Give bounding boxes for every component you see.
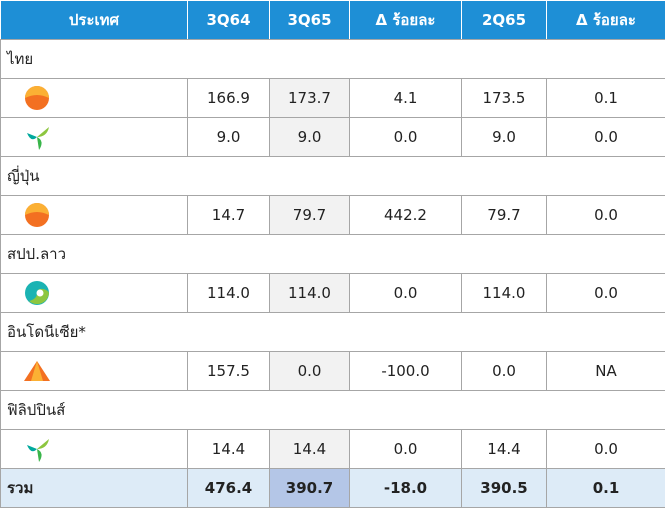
country: อินโดนีเซีย* <box>0 312 665 352</box>
data-row: 14.4 14.4 0.0 14.4 0.0 <box>0 429 665 469</box>
icon-cell <box>0 273 188 313</box>
icon <box>25 86 49 110</box>
icon <box>27 127 49 150</box>
cell: 0.0 <box>546 429 665 469</box>
total-row: รวม 476.4 390.7 -18.0 390.5 0.1 <box>0 468 665 508</box>
data-table: ประเทศ 3Q64 3Q65 Δ ร้อยละ 2Q65 Δ ร้อยละ … <box>0 0 665 508</box>
cell: 14.4 <box>461 429 547 469</box>
icon <box>25 203 49 227</box>
header-cell: 3Q64 <box>187 0 270 40</box>
cell: 0.0 <box>546 195 665 235</box>
cell: 114.0 <box>461 273 547 313</box>
icon-cell <box>0 351 188 391</box>
cell: NA <box>546 351 665 391</box>
header-cell: ประเทศ <box>0 0 188 40</box>
cell: 0.0 <box>349 429 462 469</box>
data-row: 114.0 114.0 0.0 114.0 0.0 <box>0 273 665 313</box>
cell: 390.7 <box>269 468 350 508</box>
icon <box>25 281 49 305</box>
cell: 442.2 <box>349 195 462 235</box>
country: ไทย <box>0 39 665 79</box>
cell: 0.0 <box>349 273 462 313</box>
cell: 0.1 <box>546 78 665 118</box>
cell: -18.0 <box>349 468 462 508</box>
cell: 166.9 <box>187 78 270 118</box>
cell: 14.4 <box>269 429 350 469</box>
cell: 114.0 <box>269 273 350 313</box>
icon-cell <box>0 78 188 118</box>
cell: 476.4 <box>187 468 270 508</box>
cell: 9.0 <box>269 117 350 157</box>
total-label: รวม <box>0 468 188 508</box>
icon <box>24 361 50 381</box>
cell: 0.1 <box>546 468 665 508</box>
section-row: อินโดนีเซีย* <box>0 312 665 352</box>
cell: 390.5 <box>461 468 547 508</box>
data-row: 9.0 9.0 0.0 9.0 0.0 <box>0 117 665 157</box>
cell: 9.0 <box>187 117 270 157</box>
data-row: 14.7 79.7 442.2 79.7 0.0 <box>0 195 665 235</box>
cell: 79.7 <box>461 195 547 235</box>
cell: 0.0 <box>349 117 462 157</box>
cell: 114.0 <box>187 273 270 313</box>
cell: 14.4 <box>187 429 270 469</box>
cell: 157.5 <box>187 351 270 391</box>
cell: 0.0 <box>269 351 350 391</box>
cell: 79.7 <box>269 195 350 235</box>
data-row: 166.9 173.7 4.1 173.5 0.1 <box>0 78 665 118</box>
cell: 0.0 <box>546 117 665 157</box>
cell: 173.7 <box>269 78 350 118</box>
cell: -100.0 <box>349 351 462 391</box>
country: สปป.ลาว <box>0 234 665 274</box>
header-row: ประเทศ 3Q64 3Q65 Δ ร้อยละ 2Q65 Δ ร้อยละ <box>0 0 665 40</box>
country: ฟิลิปปินส์ <box>0 390 665 430</box>
icon-cell <box>0 429 188 469</box>
country: ญี่ปุ่น <box>0 156 665 196</box>
icon <box>27 439 49 462</box>
cell: 0.0 <box>461 351 547 391</box>
cell: 9.0 <box>461 117 547 157</box>
header-cell: 3Q65 <box>269 0 350 40</box>
header-cell: Δ ร้อยละ <box>546 0 665 40</box>
section-row: ญี่ปุ่น <box>0 156 665 196</box>
cell: 0.0 <box>546 273 665 313</box>
cell: 4.1 <box>349 78 462 118</box>
section-row: ไทย <box>0 39 665 79</box>
header-cell: 2Q65 <box>461 0 547 40</box>
data-row: 157.5 0.0 -100.0 0.0 NA <box>0 351 665 391</box>
cell: 14.7 <box>187 195 270 235</box>
icon-cell <box>0 117 188 157</box>
section-row: สปป.ลาว <box>0 234 665 274</box>
icon-cell <box>0 195 188 235</box>
header-cell: Δ ร้อยละ <box>349 0 462 40</box>
cell: 173.5 <box>461 78 547 118</box>
section-row: ฟิลิปปินส์ <box>0 390 665 430</box>
